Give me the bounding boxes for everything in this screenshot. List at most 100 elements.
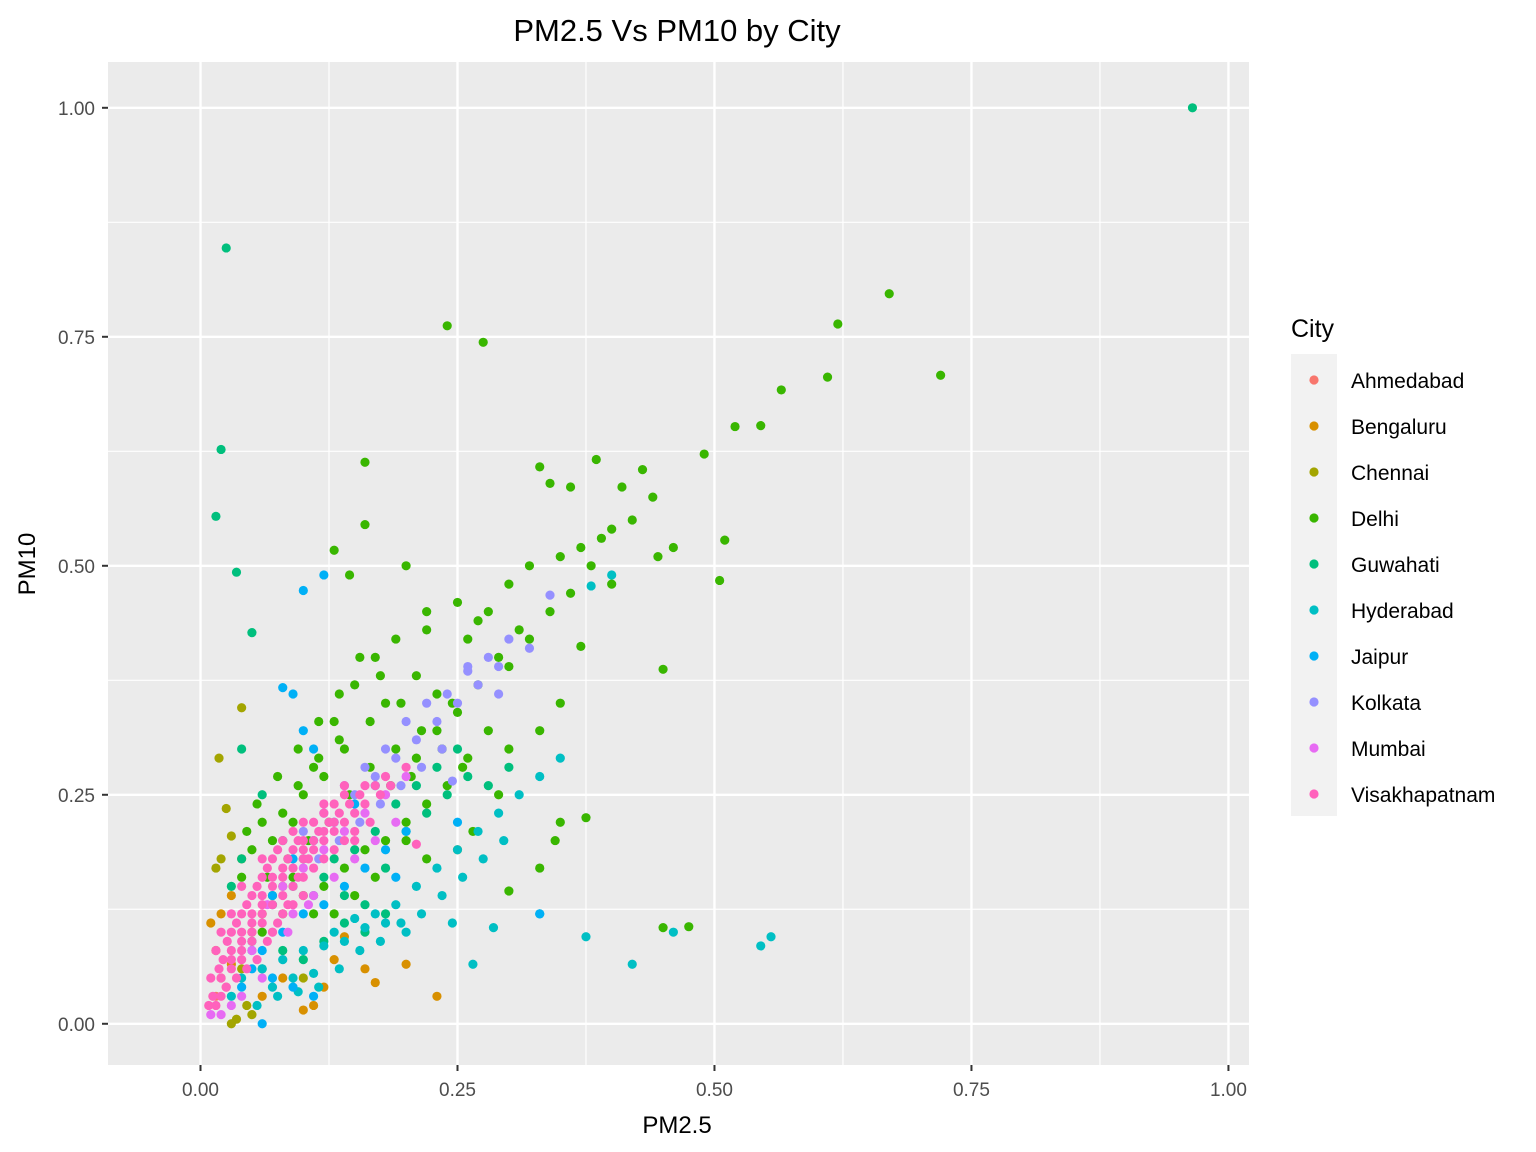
data-point (391, 872, 401, 882)
legend-key (1309, 697, 1319, 707)
data-point (370, 826, 380, 837)
data-point (298, 945, 308, 956)
data-point (226, 955, 236, 965)
data-point (237, 703, 247, 713)
data-point (319, 854, 329, 864)
data-point (447, 776, 457, 786)
data-point (267, 927, 278, 937)
data-point (298, 817, 308, 827)
data-point (308, 744, 319, 754)
data-point (386, 781, 396, 791)
data-point (247, 936, 257, 946)
data-point (247, 890, 257, 901)
x-tick-label: 0.00 (182, 1080, 219, 1101)
data-point (214, 964, 224, 974)
data-point (257, 890, 267, 901)
series-visakhapatnam (204, 762, 421, 1011)
data-point (391, 900, 401, 910)
data-point (273, 991, 283, 1001)
data-point (226, 831, 236, 841)
data-point (288, 973, 298, 983)
data-point (422, 698, 432, 708)
x-tick-label: 0.25 (439, 1080, 476, 1101)
data-point (334, 964, 344, 974)
legend-item-kolkata: Kolkata (1309, 692, 1421, 715)
data-point (257, 918, 267, 928)
data-point (273, 771, 283, 782)
data-point (432, 762, 442, 772)
data-point (463, 771, 473, 782)
data-point (401, 771, 411, 782)
data-point (237, 909, 247, 919)
data-point (355, 652, 365, 662)
data-point (298, 854, 308, 864)
data-point (401, 817, 411, 827)
data-point (288, 881, 298, 891)
data-point (494, 808, 504, 818)
axis-ticks: 0.00 0.25 0.50 0.75 1.00 0.00 0.25 0.50 0.75 1.00 (58, 99, 1247, 1101)
data-point (216, 927, 226, 937)
data-point (545, 478, 555, 488)
data-point (242, 826, 252, 837)
data-point (365, 817, 375, 827)
data-point (339, 936, 350, 946)
data-point (216, 1010, 226, 1020)
data-point (720, 535, 730, 545)
data-point (226, 881, 236, 891)
legend-key (1309, 375, 1319, 385)
data-point (247, 845, 257, 855)
data-point (204, 1000, 214, 1011)
data-point (267, 835, 278, 846)
data-point (242, 900, 252, 910)
data-point (314, 753, 324, 763)
legend-item-delhi: Delhi (1309, 508, 1399, 531)
data-point (237, 936, 247, 946)
data-point (278, 945, 288, 956)
y-tick-label: 0.25 (58, 786, 95, 807)
data-point (458, 872, 468, 882)
data-point (298, 1005, 308, 1015)
data-point (396, 781, 406, 791)
data-point (596, 533, 607, 543)
data-point (401, 826, 411, 837)
data-point (391, 634, 401, 644)
data-point (267, 900, 278, 910)
data-point (339, 826, 350, 837)
data-point (730, 421, 740, 432)
data-point (339, 918, 350, 928)
y-tick-label: 0.50 (58, 557, 95, 578)
data-point (319, 845, 329, 855)
data-point (458, 762, 468, 772)
data-point (360, 457, 370, 467)
data-point (535, 771, 545, 782)
data-point (298, 955, 308, 965)
data-point (247, 945, 257, 956)
data-point (401, 835, 411, 846)
data-point (298, 863, 308, 873)
data-point (391, 817, 401, 827)
data-point (432, 689, 442, 699)
data-point (278, 881, 288, 891)
data-point (375, 671, 386, 681)
data-point (257, 817, 267, 827)
legend-label: Bengaluru (1351, 416, 1447, 439)
data-point (319, 570, 329, 580)
legend-key (1309, 513, 1319, 523)
data-point (319, 826, 329, 837)
data-point (267, 973, 278, 983)
data-point (452, 597, 463, 608)
data-point (226, 1000, 236, 1011)
data-point (355, 817, 365, 827)
data-point (581, 932, 591, 942)
data-point (206, 1010, 216, 1020)
data-point (473, 826, 483, 837)
data-point (370, 652, 380, 662)
data-point (329, 927, 339, 937)
data-point (273, 845, 283, 855)
data-point (442, 689, 452, 699)
x-tick-label: 1.00 (1210, 1080, 1247, 1101)
legend-item-guwahati: Guwahati (1309, 554, 1440, 577)
data-point (524, 643, 535, 653)
data-point (262, 863, 272, 873)
chart-title: PM2.5 Vs PM10 by City (513, 13, 841, 48)
